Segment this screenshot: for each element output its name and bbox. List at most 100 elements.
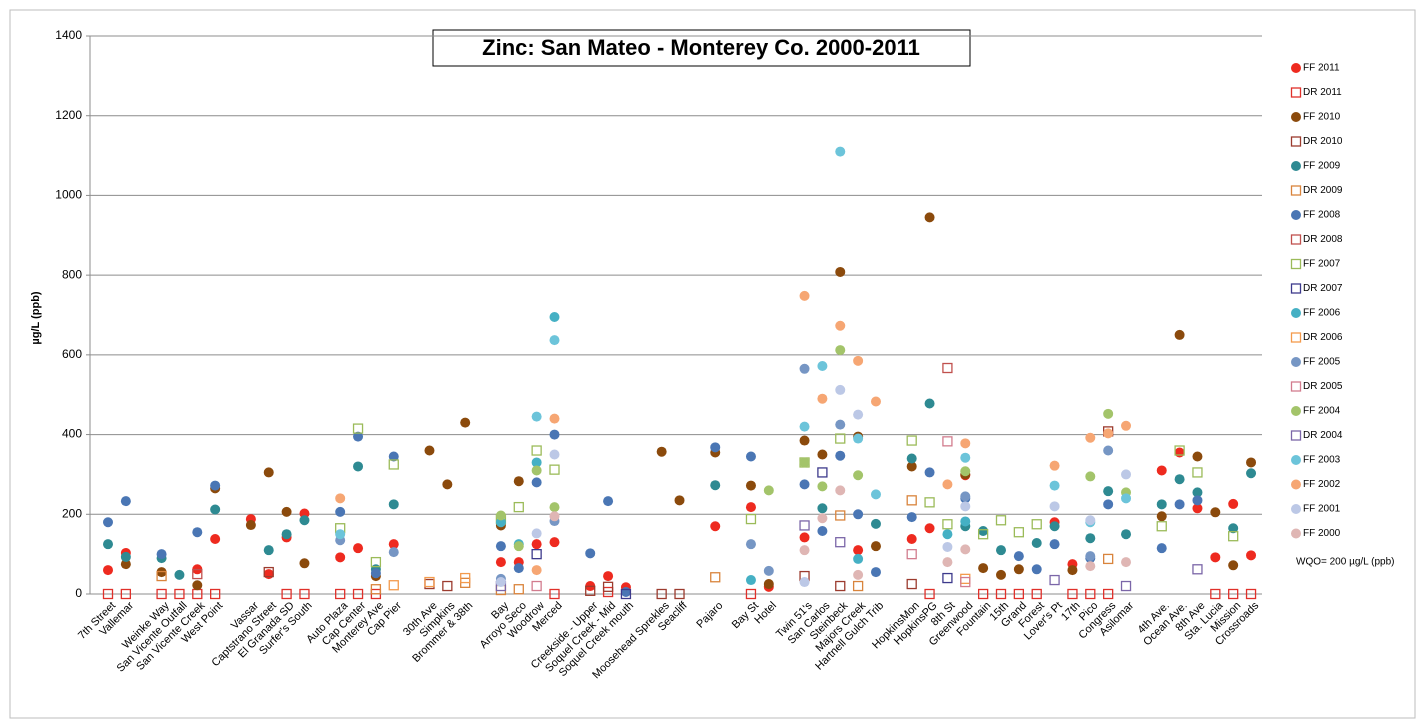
- data-point: [120, 588, 132, 600]
- legend-label: FF 2000: [1303, 528, 1341, 539]
- data-point: [745, 502, 756, 513]
- data-point: [1013, 564, 1024, 575]
- data-point: [192, 527, 203, 538]
- data-point: [960, 466, 971, 477]
- data-point: [1103, 445, 1114, 456]
- data-point: [531, 477, 542, 488]
- data-point: [799, 520, 810, 531]
- data-point: [1156, 465, 1167, 476]
- data-point: [835, 266, 846, 277]
- data-point: [299, 588, 310, 600]
- data-point: [906, 453, 917, 464]
- data-point: [335, 506, 346, 517]
- data-point: [1174, 447, 1185, 458]
- data-point: [853, 355, 864, 366]
- data-point: [924, 588, 935, 600]
- data-point: [192, 568, 203, 580]
- data-point: [977, 588, 989, 600]
- data-point: [799, 545, 810, 556]
- legend-swatch: [1291, 63, 1301, 73]
- data-point: [942, 362, 953, 374]
- y-tick-label: 1200: [55, 108, 82, 122]
- data-point: [549, 464, 560, 475]
- data-point: [1103, 428, 1114, 439]
- data-point: [906, 461, 917, 472]
- data-point: [817, 513, 828, 524]
- data-point: [495, 510, 506, 521]
- data-point: [388, 539, 399, 550]
- data-point: [906, 533, 917, 544]
- data-point: [942, 529, 953, 540]
- data-point: [495, 557, 506, 568]
- data-point: [924, 467, 935, 478]
- data-point: [710, 521, 721, 532]
- data-point: [1067, 565, 1078, 576]
- data-point: [120, 559, 131, 570]
- data-point: [942, 436, 953, 447]
- data-point: [1174, 445, 1185, 456]
- data-point: [513, 501, 524, 513]
- data-point: [1103, 588, 1114, 600]
- data-point: [263, 467, 274, 478]
- legend-swatch: [1290, 136, 1302, 147]
- data-point: [353, 543, 364, 554]
- data-point: [1192, 451, 1203, 462]
- data-point: [424, 445, 435, 456]
- data-point: [1156, 521, 1167, 532]
- legend-label: FF 2003: [1303, 455, 1341, 466]
- data-point: [1210, 552, 1221, 563]
- data-point: [1049, 521, 1060, 532]
- data-point: [174, 569, 185, 580]
- data-point: [1013, 588, 1025, 600]
- legend-label: FF 2001: [1303, 504, 1341, 515]
- legend-label: FF 2004: [1303, 406, 1341, 417]
- data-point: [710, 480, 721, 491]
- data-point: [1228, 498, 1239, 509]
- legend-swatch: [1290, 258, 1302, 270]
- data-point: [1085, 471, 1096, 482]
- data-point: [763, 485, 774, 496]
- data-point: [602, 586, 614, 598]
- data-point: [1121, 557, 1132, 568]
- data-point: [817, 503, 828, 514]
- data-point: [835, 450, 846, 461]
- data-point: [585, 548, 596, 559]
- data-point: [531, 580, 542, 592]
- data-point: [817, 361, 828, 372]
- data-point: [174, 588, 185, 600]
- data-point: [799, 532, 810, 543]
- legend-label: DR 2010: [1303, 136, 1343, 147]
- data-point: [370, 584, 382, 595]
- data-point: [906, 512, 917, 523]
- data-point: [870, 518, 881, 529]
- data-point: [103, 565, 113, 576]
- legend-swatch: [1291, 504, 1301, 514]
- data-point: [1121, 469, 1132, 480]
- data-point: [710, 572, 721, 583]
- data-point: [531, 411, 542, 422]
- data-point: [763, 579, 774, 590]
- data-point: [281, 588, 292, 600]
- data-point: [799, 363, 810, 374]
- data-point: [817, 526, 828, 537]
- data-point: [353, 431, 364, 442]
- data-point: [1156, 511, 1167, 522]
- data-point: [299, 515, 310, 526]
- data-point: [156, 549, 167, 560]
- legend-label: FF 2002: [1303, 479, 1341, 490]
- data-point: [1120, 580, 1132, 592]
- data-point: [335, 529, 346, 540]
- legend-swatch: [1291, 308, 1301, 318]
- data-point: [585, 585, 596, 596]
- data-point: [1103, 486, 1114, 497]
- legend-label: DR 2011: [1303, 87, 1342, 98]
- legend-swatch: [1290, 430, 1302, 441]
- legend-swatch: [1290, 381, 1302, 392]
- data-point: [1085, 515, 1096, 526]
- data-point: [1192, 487, 1203, 498]
- data-point: [352, 588, 364, 600]
- legend-swatch: [1290, 185, 1302, 196]
- data-point: [102, 588, 114, 600]
- data-point: [1246, 550, 1257, 561]
- data-point: [853, 470, 864, 481]
